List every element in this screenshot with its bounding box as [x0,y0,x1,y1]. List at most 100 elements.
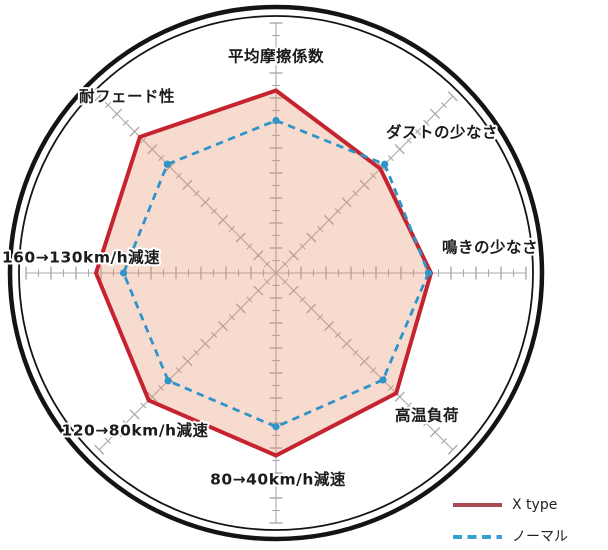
normal-vertex-dot [272,423,280,431]
axis-major-tick [253,285,264,296]
normal-polygon [122,119,430,429]
axis-minor-tick [122,119,129,126]
axis-major-tick [359,356,370,367]
axis-minor-tick [299,243,306,250]
axis-major-tick [430,108,441,119]
axis-major-tick [217,214,229,226]
xtype-polygon [93,88,434,458]
axis-minor-tick [281,261,288,268]
axis-major-tick [147,391,158,402]
axis-major-tick [235,232,246,243]
axis-major-tick [376,161,388,173]
axis-minor-tick [405,137,412,144]
axis-label: 平均摩擦係数 [228,47,324,66]
axis-major-tick [412,409,423,420]
axis-major-tick [200,197,211,208]
axis-major-tick [430,427,441,438]
axis-minor-tick [193,190,200,197]
legend-item-normal: ノーマル [453,527,568,547]
axis-label: 80→40km/h減速 [210,470,346,489]
axis-major-tick [323,320,335,332]
axis-label: 耐フェード性 [79,87,175,106]
axis-major-tick [129,126,140,137]
axis-minor-tick [158,384,165,391]
axis-major-tick [306,303,317,314]
axis-minor-tick [440,101,448,109]
axis-minor-tick [370,172,377,179]
normal-dashed-line-swatch [453,535,502,539]
axis-major-tick [111,427,122,438]
axis-minor-tick [370,367,377,374]
axis-major-tick [288,285,299,296]
axis-minor-tick [387,384,394,391]
axis-major-tick [288,250,299,261]
axis-minor-tick [228,314,235,321]
outer-ring [7,4,545,542]
xtype-area-fill [96,90,431,456]
normal-vertex-dot [119,269,128,277]
axis-major-tick [94,444,105,455]
axis-major-tick [394,144,405,155]
axis-minor-tick [104,437,112,445]
axis-major-tick [447,444,458,455]
axis-minor-tick [281,278,288,285]
axis-minor-tick [387,155,394,162]
axis-minor-tick [423,119,430,126]
axis-minor-tick [122,420,129,427]
axis-major-tick [217,320,229,332]
axis-minor-tick [140,402,147,409]
axis-major-tick [341,338,352,349]
axis-label: 高温負荷 [395,406,459,425]
axis-major-tick [129,409,140,420]
legend-label-xtype: X type [512,497,558,513]
axis-major-tick [182,356,193,367]
normal-vertex-dot [164,377,172,385]
axis-minor-tick [158,155,165,162]
axis-minor-tick [211,331,218,338]
normal-vertex-dot [424,269,433,277]
axis-major-tick [394,391,405,402]
axis-minor-tick [140,137,147,144]
axis-label: 120→80km/h減速 [61,421,208,440]
axis-minor-tick [175,172,182,179]
inner-ring [18,15,534,531]
axis-major-tick [341,197,352,208]
axis-minor-tick [175,367,182,374]
axis-major-tick [447,91,458,102]
axis-minor-tick [246,296,253,303]
axis-major-tick [412,126,423,137]
xtype-solid-line-swatch [453,503,502,507]
axis-label: 鳴きの少なさ [442,238,538,257]
axis-minor-tick [246,243,253,250]
normal-vertex-dot [381,160,389,168]
normal-vertex-dot [379,376,387,384]
axis-major-tick [359,179,370,190]
axis-minor-tick [211,208,218,215]
axis-minor-tick [264,278,271,285]
axis-minor-tick [334,208,341,215]
axis-label: ダストの少なさ [386,123,498,142]
axis-minor-tick [352,190,359,197]
normal-vertex-dot [163,160,171,168]
axis-minor-tick [104,101,112,109]
axis-major-tick [235,303,246,314]
axis-major-tick [253,250,264,261]
legend-item-xtype: X type [453,495,568,515]
axis-major-tick [182,179,193,190]
axis-minor-tick [440,437,448,445]
axis-major-tick [111,108,122,119]
axis-minor-tick [264,261,271,268]
axis-major-tick [323,214,335,226]
legend-label-normal: ノーマル [512,529,568,545]
axis-minor-tick [299,296,306,303]
axis-minor-tick [228,225,235,232]
legend: X type ノーマル [453,495,568,547]
normal-vertex-dot [272,116,280,125]
axis-major-tick [306,232,317,243]
axis-major-tick [147,144,158,155]
axis-minor-tick [317,225,324,232]
axis-minor-tick [423,420,430,427]
axis-minor-tick [405,402,412,409]
